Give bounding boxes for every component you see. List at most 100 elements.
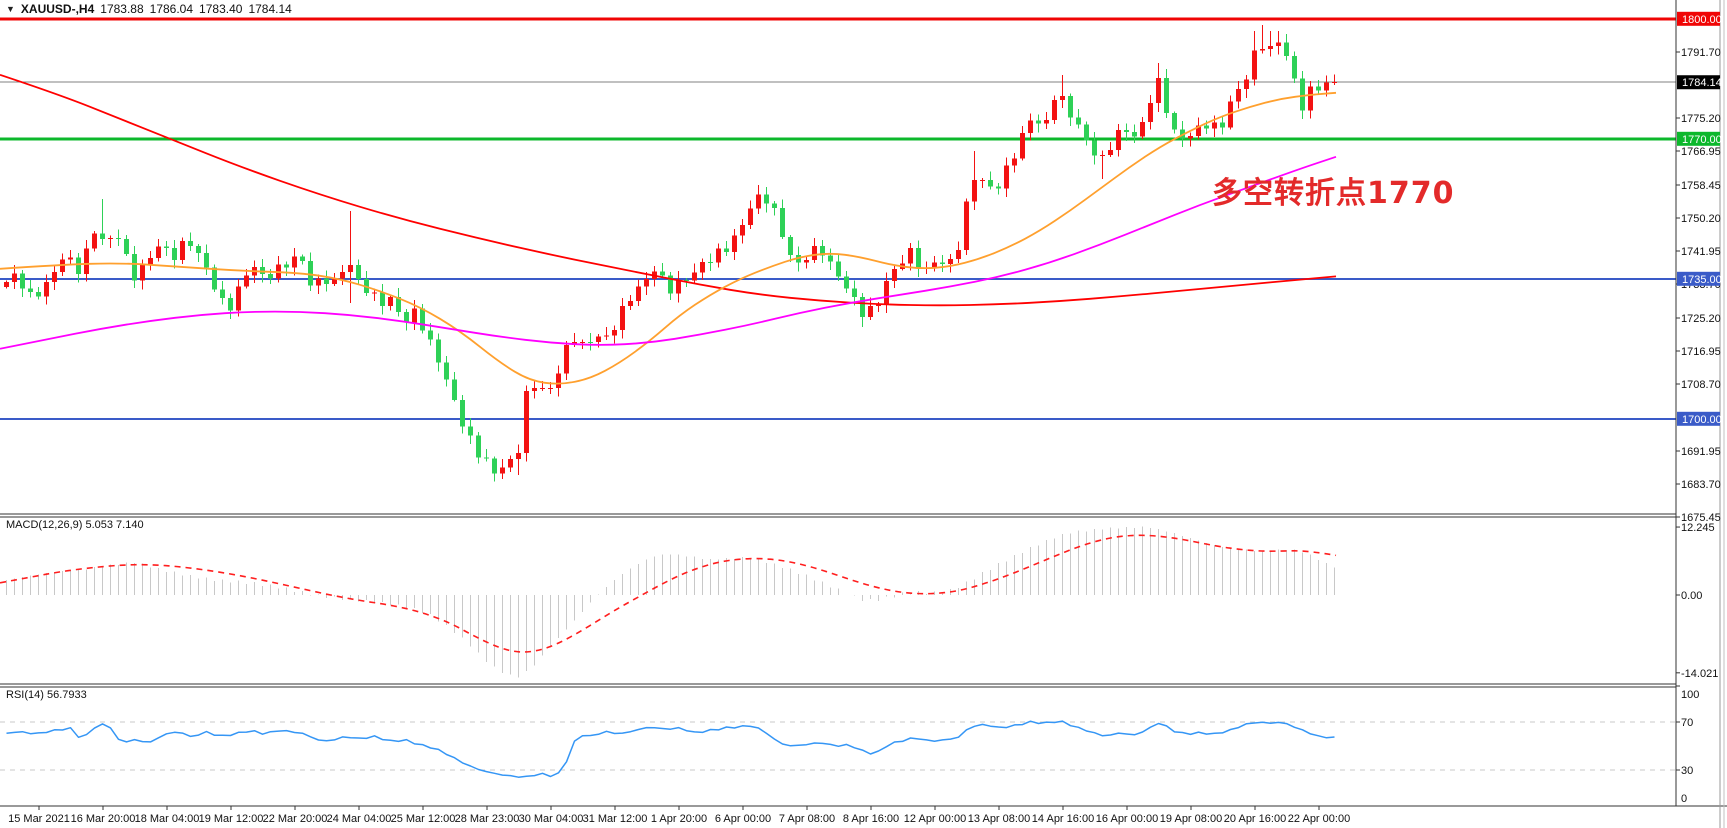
candle-body (660, 271, 665, 276)
candle-body (196, 245, 201, 254)
candle-body (1324, 82, 1329, 91)
candle-body (756, 194, 761, 209)
candle-body (1260, 48, 1265, 51)
candle-body (308, 261, 313, 286)
time-axis-label: 28 Mar 23:00 (455, 813, 520, 825)
rsi-panel: 100 70 30 0 (0, 685, 1699, 807)
candle-body (524, 391, 529, 453)
macd-axis-label: -14.021 (1681, 668, 1718, 680)
candle-body (884, 281, 889, 305)
candle-body (324, 278, 329, 285)
candle-body (708, 261, 713, 263)
candle-body (1188, 135, 1193, 139)
candle-body (876, 304, 881, 307)
time-axis-label: 8 Apr 16:00 (843, 813, 899, 825)
candle-body (1068, 95, 1073, 118)
current-price-label: 1784.14 (1677, 75, 1722, 90)
candle-body (732, 235, 737, 252)
candle-body (1124, 129, 1129, 133)
candle-body (1268, 45, 1273, 49)
candle-body (820, 245, 825, 256)
candle-body (1172, 113, 1177, 130)
chart-header: ▼ XAUUSD-,H4 1783.88 1786.04 1783.40 178… (6, 2, 292, 16)
hline-price-label-box (1677, 411, 1720, 426)
rsi-indicator-label: RSI(14) 56.7933 (6, 689, 87, 701)
candle-body (460, 399, 465, 427)
price-axis: 1791.70 1775.20 1766.95 1758.45 1750.20 1741.… (1676, 47, 1721, 524)
time-axis-label: 18 Mar 04:00 (135, 813, 200, 825)
candle-body (1108, 149, 1113, 155)
candle-body (188, 241, 193, 246)
candle-body (932, 262, 937, 268)
candle-body (548, 387, 553, 389)
candle-body (612, 330, 617, 336)
candle-body (996, 186, 1001, 189)
candle-body (1020, 133, 1025, 159)
candle-body (388, 296, 393, 307)
candle-body (148, 258, 153, 266)
ma-mid-orange-line (0, 91, 1337, 385)
time-axis-label: 22 Mar 20:00 (263, 813, 328, 825)
candle-body (1220, 122, 1225, 128)
candle-body (220, 289, 225, 299)
hline-price-label: 1770.00 (1677, 131, 1722, 146)
candle-body (700, 261, 705, 273)
candle-body (340, 272, 345, 279)
candle-body (1084, 124, 1089, 141)
time-axis-label: 30 Mar 04:00 (519, 813, 584, 825)
time-axis-label: 12 Apr 00:00 (904, 813, 966, 825)
candle-body (1092, 140, 1097, 156)
symbol-dropdown-icon[interactable]: ▼ (6, 4, 15, 14)
price-axis-tick-label: 1691.95 (1681, 446, 1721, 458)
candle-body (36, 291, 41, 297)
candle-body (676, 279, 681, 294)
candles-layer (4, 24, 1337, 482)
candle-body (4, 281, 9, 287)
time-axis-label: 14 Apr 16:00 (1032, 813, 1094, 825)
candle-body (940, 262, 945, 264)
candle-body (1076, 117, 1081, 125)
candle-body (620, 306, 625, 331)
price-axis-tick-label: 1725.20 (1681, 313, 1721, 325)
candle-body (420, 308, 425, 331)
hline-price-label-box (1677, 11, 1720, 26)
candle-body (532, 388, 537, 392)
candle-body (396, 296, 401, 313)
time-axis-label: 31 Mar 12:00 (583, 813, 648, 825)
candle-body (868, 306, 873, 318)
hline-price-label-box (1677, 271, 1720, 286)
candle-body (28, 288, 33, 292)
price-axis-tick-label: 1683.70 (1681, 479, 1721, 491)
candle-body (92, 233, 97, 249)
bar-open-value: 1783.88 (100, 2, 144, 16)
candle-body (108, 237, 113, 240)
price-axis-tick-label: 1675.45 (1681, 512, 1721, 524)
time-axis-label: 19 Mar 12:00 (199, 813, 264, 825)
current-price-label-box (1677, 75, 1720, 90)
rsi-axis-label: 0 (1681, 793, 1687, 805)
candle-body (1300, 78, 1305, 111)
candle-body (284, 264, 289, 268)
candle-body (316, 278, 321, 286)
candle-body (500, 467, 505, 474)
time-axis-label: 6 Apr 00:00 (715, 813, 771, 825)
candle-body (988, 179, 993, 187)
candle-body (1044, 120, 1049, 124)
rsi-axis-label: 30 (1681, 765, 1693, 777)
candle-body (76, 257, 81, 274)
candle-body (852, 288, 857, 297)
candle-body (948, 258, 953, 264)
candle-body (1052, 99, 1057, 121)
bar-close-value: 1784.14 (248, 2, 292, 16)
candle-body (132, 254, 137, 281)
candle-body (956, 250, 961, 259)
candle-body (540, 388, 545, 390)
hline-price-label-box (1677, 131, 1720, 146)
candle-body (588, 341, 593, 343)
candle-body (140, 265, 145, 281)
candle-body (1012, 158, 1017, 166)
candle-body (596, 336, 601, 342)
candle-body (972, 180, 977, 202)
candle-body (908, 247, 913, 264)
